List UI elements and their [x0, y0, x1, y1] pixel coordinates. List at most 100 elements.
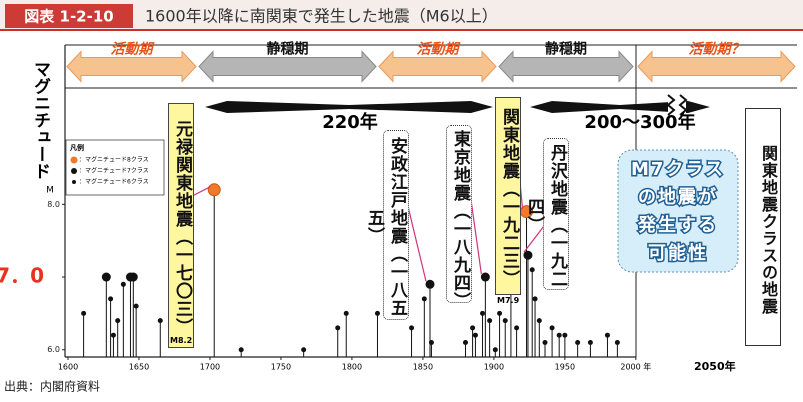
- quake-dot: [480, 272, 490, 282]
- y-axis-label: マグニチュード: [30, 61, 51, 180]
- period-arrow: [378, 50, 497, 83]
- quake-dot: [549, 325, 555, 331]
- legend-label: ：マグニチュード6クラス: [79, 178, 149, 186]
- quake-dot: [604, 332, 610, 338]
- y-tick-label: 7．0: [0, 264, 44, 288]
- quake-dot: [575, 339, 581, 345]
- header-label: 図表 1-2-10: [24, 8, 113, 26]
- period-label: 静穏期: [545, 41, 587, 58]
- forecast-text: M7クラス: [631, 159, 725, 180]
- interval-label: 220年: [322, 111, 378, 133]
- quake-dot: [207, 183, 221, 197]
- magnitude-label: M7.9: [497, 296, 520, 305]
- quake-dot: [470, 325, 476, 331]
- break-mark: [666, 94, 688, 116]
- x-tick-label: 1850: [413, 363, 433, 372]
- x-tick-label: 1700: [200, 363, 220, 372]
- x-tick-label: 2000 年: [620, 362, 651, 372]
- quake-dot: [115, 318, 121, 324]
- x-tick-label: 2050年: [694, 359, 736, 373]
- quake-dot: [492, 347, 498, 353]
- forecast-text: 発生する: [637, 214, 718, 236]
- legend-swatch: [72, 180, 76, 184]
- y-tick-label: 8.0: [47, 200, 60, 209]
- x-tick-label: 1800: [342, 363, 362, 372]
- quake-dot: [532, 296, 538, 302]
- annotation: 元禄関東地震（一七〇三）: [168, 103, 194, 348]
- legend-label: ：マグニチュード7クラス: [79, 167, 149, 175]
- quake-dot: [128, 272, 138, 282]
- legend-title: 凡例: [70, 143, 84, 152]
- quake-dot: [556, 332, 562, 338]
- quake-dot: [428, 339, 434, 345]
- y-tick-label: 6.0: [47, 345, 60, 354]
- quake-dot: [120, 281, 126, 287]
- quake-dot: [542, 339, 548, 345]
- legend-swatch: [70, 156, 78, 164]
- annotation: 関東地震（一九二三）: [495, 97, 521, 295]
- period-arrow: [498, 50, 634, 83]
- quake-dot: [110, 332, 116, 338]
- interval-label: 200〜300年: [584, 111, 695, 133]
- quake-dot: [157, 318, 163, 324]
- quake-dot: [514, 325, 520, 331]
- quake-dot: [238, 347, 244, 353]
- header-label-box: [5, 4, 133, 28]
- legend-label: ：マグニチュード8クラス: [79, 156, 149, 164]
- annotation: 東京地震（一八九四）: [446, 125, 472, 310]
- x-tick-label: 1650: [129, 363, 149, 372]
- header-title: 1600年以降に南関東で発生した地震（M6以上）: [145, 7, 498, 26]
- period-label: 活動期？: [689, 41, 745, 58]
- legend-swatch: [71, 168, 77, 174]
- y-unit: M: [46, 186, 54, 196]
- period-label: 静穏期: [267, 41, 309, 58]
- quake-dot: [502, 318, 508, 324]
- quake-dot: [301, 347, 307, 353]
- interval-arrow: [205, 101, 493, 113]
- quake-dot: [108, 296, 114, 302]
- quake-dot: [536, 318, 542, 324]
- quake-dot: [562, 332, 568, 338]
- interval-arrow: [530, 101, 710, 113]
- annotation: 安政江戸地震（一八五五）: [364, 130, 409, 320]
- x-tick-label: 1750: [271, 363, 291, 372]
- quake-dot: [487, 318, 493, 324]
- quake-dot: [133, 303, 139, 309]
- future-label: 関東地震クラスの地震: [745, 108, 781, 346]
- annotation-arrow: [406, 202, 427, 282]
- period-label: 活動期: [111, 41, 156, 58]
- header-bar: [0, 0, 803, 30]
- quake-dot: [343, 310, 349, 316]
- period-arrow: [198, 50, 377, 83]
- quake-dot: [421, 296, 427, 302]
- quake-dot: [480, 310, 486, 316]
- quake-dot: [409, 325, 415, 331]
- x-tick-label: 1950: [555, 363, 575, 372]
- annotation: 丹沢地震（一九二四）: [524, 138, 569, 290]
- magnitude-label: M8.2: [170, 336, 193, 345]
- quake-dot: [374, 310, 380, 316]
- forecast-text: の地震が: [638, 186, 718, 208]
- quake-dot: [529, 267, 535, 273]
- forecast-box: [617, 149, 739, 273]
- x-tick-label: 1600: [58, 363, 78, 372]
- quake-dot: [462, 339, 468, 345]
- quake-dot: [587, 339, 593, 345]
- quake-dot: [614, 339, 620, 345]
- period-arrow: [637, 50, 796, 83]
- period-label: 活動期: [417, 41, 462, 58]
- forecast-text: 可能性: [648, 242, 708, 264]
- quake-dot: [472, 332, 478, 338]
- quake-dot: [523, 250, 533, 260]
- quake-dot: [497, 310, 503, 316]
- quake-dot: [425, 279, 435, 289]
- quake-dot: [101, 272, 111, 282]
- period-arrow: [66, 50, 197, 83]
- x-tick-label: 1900: [484, 363, 504, 372]
- annotation-arrow: [191, 186, 211, 197]
- quake-dot: [335, 325, 341, 331]
- source: 出典：内閣府資料: [4, 379, 100, 394]
- legend-box: [65, 139, 165, 196]
